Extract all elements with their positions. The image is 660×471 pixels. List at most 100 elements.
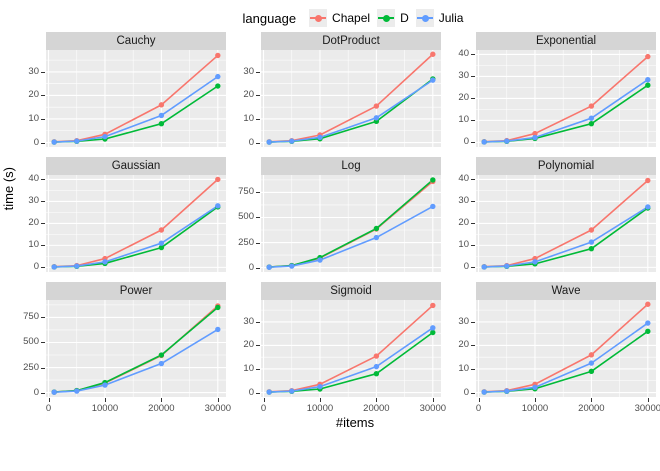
y-tick-mark: [41, 201, 45, 203]
x-tick-label: 20000: [363, 403, 390, 414]
facet-strip-label: Cauchy: [116, 35, 156, 47]
facet-strip-label: Wave: [551, 285, 581, 297]
y-tick-label: 0: [248, 261, 254, 273]
plot-area: [261, 50, 441, 147]
y-tick-label: 500: [238, 211, 254, 223]
y-axis-ticks: 0 10 20 30: [450, 282, 476, 397]
series-points-julia: [266, 77, 436, 145]
x-tick-label: 0: [260, 403, 267, 414]
x-tick-mark: [217, 398, 219, 402]
y-tick-mark: [471, 201, 475, 203]
y-axis-title: time (s): [1, 167, 16, 211]
series-points-julia: [51, 326, 221, 395]
facet-strip-label: Sigmoid: [330, 285, 372, 297]
plot-slot: [476, 300, 656, 397]
facet-strip: Cauchy: [46, 32, 226, 50]
y-tick-label: 30: [458, 195, 469, 207]
panel-stack: Sigmoid 0 10000 20000 30000: [261, 282, 446, 414]
y-tick-mark: [41, 392, 45, 394]
plot-area: [261, 175, 441, 272]
y-tick-label: 30: [243, 65, 254, 77]
plot-slot: [46, 300, 226, 397]
y-axis-ticks: 0 10 20 30 40: [450, 32, 476, 147]
x-tick-mark: [104, 398, 106, 402]
plot-area: [476, 175, 656, 272]
plot-area: [261, 300, 441, 397]
series-points-julia: [51, 203, 221, 270]
plot-slot: [46, 50, 226, 147]
y-tick-label: 20: [28, 217, 39, 229]
y-tick-label: 30: [458, 70, 469, 82]
y-tick-mark: [41, 223, 45, 225]
y-tick-label: 40: [458, 48, 469, 60]
panel-stack: Gaussian: [46, 157, 226, 272]
y-tick-label: 30: [243, 315, 254, 327]
x-tick-label: 20000: [578, 403, 605, 414]
legend-item: Julia: [415, 9, 463, 27]
panel-stack: Power 0 10000 20000 30000: [46, 282, 231, 414]
y-axis-ticks: 0 10 20 30: [20, 32, 46, 147]
y-tick-mark: [256, 345, 260, 347]
legend-item-label: Chapel: [332, 11, 371, 25]
y-tick-label: 10: [458, 362, 469, 374]
panel-stack: Cauchy: [46, 32, 226, 147]
y-tick-label: 0: [463, 136, 469, 148]
y-tick-label: 0: [248, 136, 254, 148]
plot-slot: [261, 175, 441, 272]
x-tick-mark: [432, 398, 434, 402]
x-tick-label: 0: [45, 403, 52, 414]
plot-area: [46, 50, 226, 147]
y-tick-label: 10: [28, 239, 39, 251]
y-tick-label: 20: [458, 92, 469, 104]
plot-slot: [476, 175, 656, 272]
facet-panel: 0 10 20 30 40 Polynomial: [450, 157, 656, 272]
y-tick-mark: [256, 392, 260, 394]
y-tick-label: 0: [463, 386, 469, 398]
y-tick-label: 10: [243, 112, 254, 124]
facet-strip: Gaussian: [46, 157, 226, 175]
x-tick-label: 20000: [148, 403, 175, 414]
y-tick-mark: [471, 76, 475, 78]
y-tick-mark: [256, 142, 260, 144]
x-tick-label: 30000: [204, 403, 232, 414]
y-tick-mark: [256, 118, 260, 120]
facet-strip-label: Polynomial: [537, 160, 595, 172]
y-tick-label: 10: [243, 362, 254, 374]
plot-slot: [261, 50, 441, 147]
y-axis-ticks: 0 10 20 30: [235, 282, 261, 397]
panel-stack: Polynomial: [476, 157, 656, 272]
x-tick-label: 10000: [521, 403, 549, 414]
y-tick-mark: [471, 345, 475, 347]
x-tick-mark: [319, 398, 321, 402]
x-axis-ticks: 0 10000 20000 30000: [476, 397, 660, 414]
legend-point-icon: [421, 15, 429, 22]
x-axis-title: #items: [335, 415, 375, 430]
legend: language Chapel D Julia: [0, 0, 660, 32]
y-tick-label: 0: [33, 136, 39, 148]
legend-key-icon: [415, 9, 434, 27]
panel-stack: Wave 0 10000 20000 30000: [476, 282, 660, 414]
facet-grid: 0 10 20 30 Cauchy 0 10 20 30 DotProduct 0 10 20 3…: [20, 32, 660, 414]
y-axis-ticks: 0 250 500 750: [235, 157, 261, 272]
x-tick-mark: [48, 398, 50, 402]
y-tick-label: 500: [23, 336, 39, 348]
y-tick-label: 750: [238, 186, 254, 198]
y-tick-mark: [256, 71, 260, 73]
y-tick-label: 20: [28, 89, 39, 101]
legend-item: Chapel: [309, 9, 370, 27]
x-tick-mark: [478, 398, 480, 402]
y-tick-mark: [256, 321, 260, 323]
y-tick-mark: [471, 223, 475, 225]
facet-strip: Sigmoid: [261, 282, 441, 300]
legend-point-icon: [315, 15, 323, 22]
y-tick-label: 0: [248, 386, 254, 398]
x-tick-mark: [591, 398, 593, 402]
y-axis-ticks: 0 10 20 30 40: [450, 157, 476, 272]
y-tick-mark: [41, 267, 45, 269]
y-tick-label: 750: [23, 311, 39, 323]
y-tick-mark: [471, 267, 475, 269]
facet-strip: Log: [261, 157, 441, 175]
panel-stack: Exponential: [476, 32, 656, 147]
y-tick-mark: [471, 54, 475, 56]
facet-panel: 0 10 20 30 Wave 0 10000 20000 30000: [450, 282, 660, 414]
